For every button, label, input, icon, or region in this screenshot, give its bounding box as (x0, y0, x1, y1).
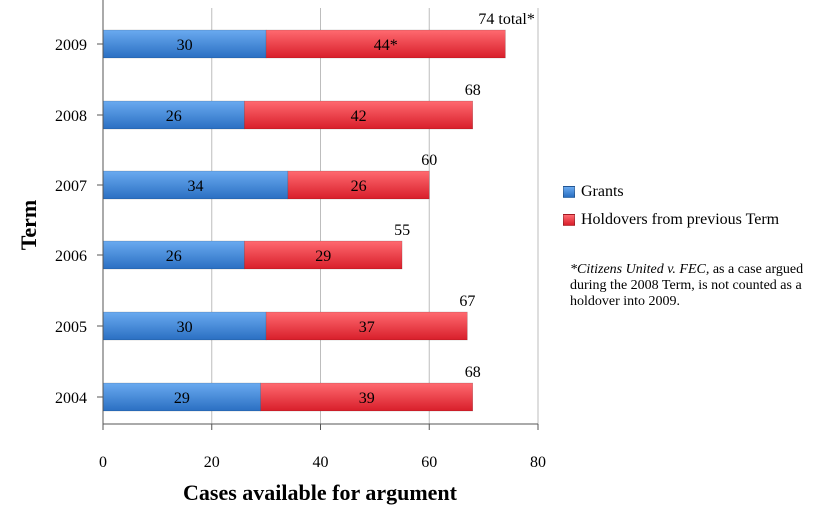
bar-segment-holdovers (265, 29, 506, 59)
bar-segment-holdovers (265, 311, 468, 341)
x-axis-title: Cases available for argument (183, 480, 458, 505)
bar-segment-grants (102, 100, 245, 130)
segment-label: 29 (174, 390, 190, 407)
total-label: 74 total* (478, 11, 534, 28)
segment-label: 30 (177, 37, 193, 54)
segment-label: 26 (166, 248, 182, 265)
bar-segment-grants (102, 29, 267, 59)
segment-label: 26 (166, 108, 182, 125)
y-tick-label: 2005 (55, 319, 87, 336)
total-label: 68 (465, 364, 481, 381)
x-tick-label: 80 (530, 454, 546, 471)
y-tick-label: 2007 (55, 178, 87, 195)
x-tick-label: 60 (421, 454, 437, 471)
y-tick-label: 2006 (55, 248, 87, 265)
segment-label: 39 (359, 390, 375, 407)
y-axis-title: Term (16, 200, 41, 251)
segment-label: 30 (177, 319, 193, 336)
bar-segment-holdovers (260, 382, 473, 412)
labels: 0 20 40 60 80 2009 30 44* 74 total* 2008 26 42 68 200… (55, 11, 546, 471)
legend: Grants Holdovers from previous Term (563, 180, 779, 236)
x-tick-label: 20 (204, 454, 220, 471)
bar-segment-holdovers (244, 240, 403, 270)
footnote-case-name: *Citizens United v. FEC, (570, 262, 710, 277)
footnote-text: as a case argued during the 2008 Term, i… (570, 262, 804, 309)
x-tick-label: 40 (313, 454, 329, 471)
bar-segment-holdovers (287, 170, 430, 200)
y-tick-label: 2008 (55, 108, 87, 125)
y-tick-label: 2009 (55, 37, 87, 54)
legend-label-holdovers: Holdovers from previous Term (581, 211, 780, 228)
total-label: 60 (421, 152, 437, 169)
total-label: 67 (459, 293, 475, 310)
bar-segment-grants (102, 311, 267, 341)
gridlines (211, 8, 539, 424)
bar-segment-holdovers (244, 100, 473, 130)
footnote: *Citizens United v. FEC, as a case argue… (570, 262, 810, 310)
total-label: 55 (394, 222, 410, 239)
legend-label-grants: Grants (581, 183, 624, 200)
legend-item-grants: Grants (563, 180, 779, 204)
segment-label: 42 (351, 108, 367, 125)
segment-label: 34 (187, 178, 203, 195)
segment-label: 29 (315, 248, 331, 265)
y-tick-label: 2004 (55, 390, 87, 407)
segment-label: 44* (374, 37, 398, 54)
x-tick-label: 0 (99, 454, 107, 471)
bars (102, 29, 506, 412)
axes (97, 0, 539, 430)
legend-item-holdovers: Holdovers from previous Term (563, 208, 779, 232)
total-label: 68 (465, 82, 481, 99)
legend-swatch-holdovers (563, 214, 575, 226)
legend-swatch-grants (563, 186, 575, 198)
segment-label: 26 (351, 178, 367, 195)
segment-label: 37 (359, 319, 375, 336)
